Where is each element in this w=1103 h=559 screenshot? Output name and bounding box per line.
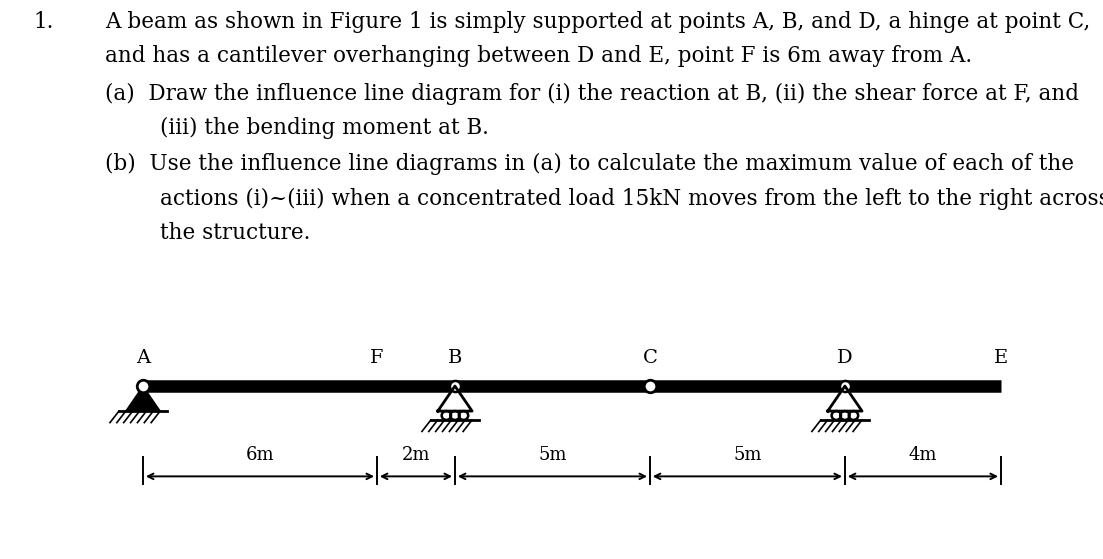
Text: 6m: 6m <box>246 446 275 464</box>
Text: B: B <box>448 349 462 367</box>
Text: 5m: 5m <box>733 446 762 464</box>
Text: 4m: 4m <box>909 446 938 464</box>
Polygon shape <box>438 386 472 411</box>
Text: 2m: 2m <box>401 446 430 464</box>
Polygon shape <box>126 386 160 411</box>
Text: F: F <box>371 349 384 367</box>
Text: A: A <box>136 349 150 367</box>
Text: E: E <box>994 349 1008 367</box>
Text: C: C <box>642 349 657 367</box>
Text: D: D <box>837 349 853 367</box>
Text: the structure.: the structure. <box>160 221 310 244</box>
Text: A beam as shown in Figure 1 is simply supported at points A, B, and D, a hinge a: A beam as shown in Figure 1 is simply su… <box>105 11 1090 33</box>
Text: 5m: 5m <box>538 446 567 464</box>
Text: (b)  Use the influence line diagrams in (a) to calculate the maximum value of ea: (b) Use the influence line diagrams in (… <box>105 153 1074 176</box>
Text: and has a cantilever overhanging between D and E, point F is 6m away from A.: and has a cantilever overhanging between… <box>105 45 972 68</box>
Text: actions (i)~(iii) when a concentrated load 15kN moves from the left to the right: actions (i)~(iii) when a concentrated lo… <box>160 188 1103 210</box>
Text: (iii) the bending moment at B.: (iii) the bending moment at B. <box>160 116 489 139</box>
Text: 1.: 1. <box>33 11 53 33</box>
Text: (a)  Draw the influence line diagram for (i) the reaction at B, (ii) the shear f: (a) Draw the influence line diagram for … <box>105 83 1079 105</box>
Polygon shape <box>827 386 863 411</box>
